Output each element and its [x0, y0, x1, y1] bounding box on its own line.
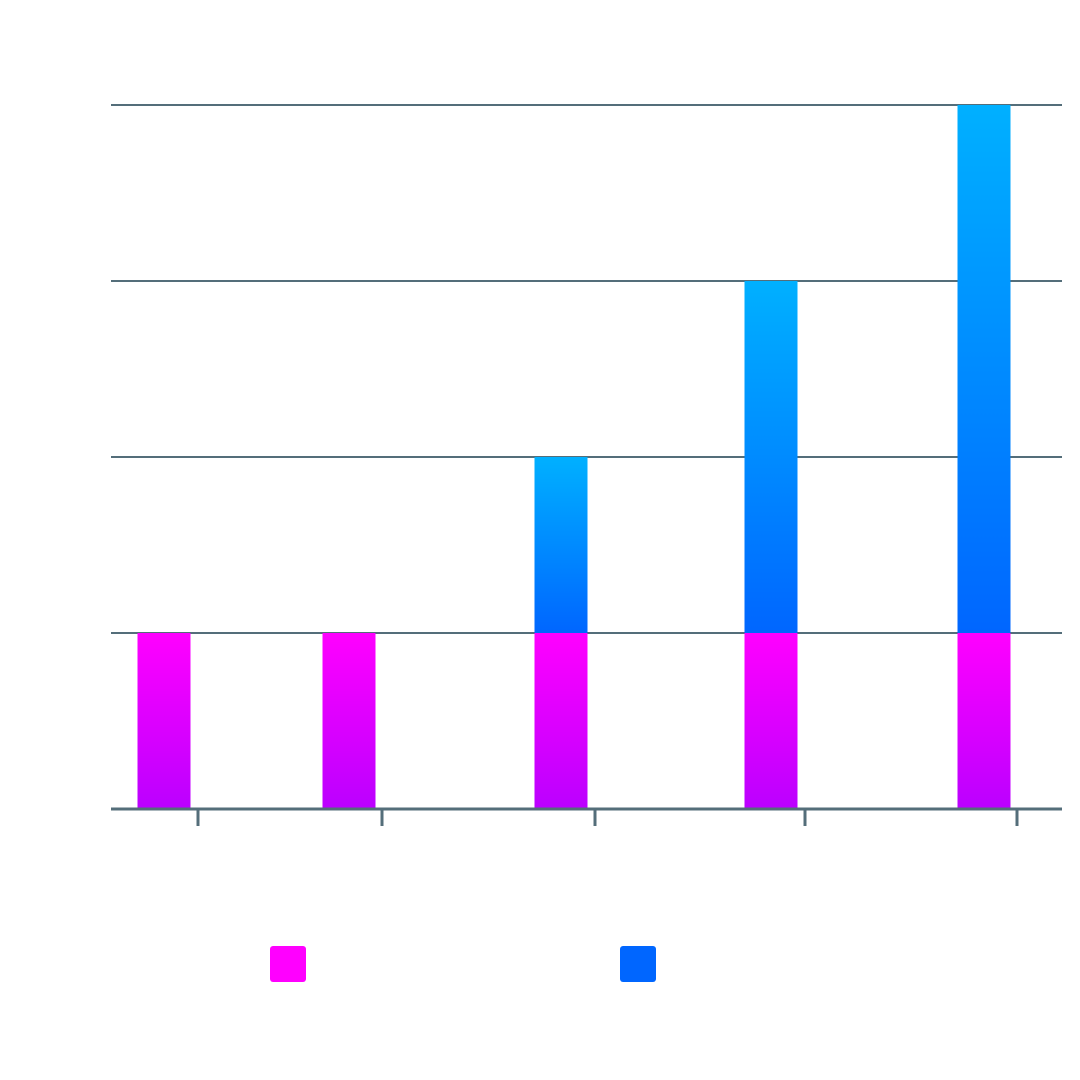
legend-marker-series-2[interactable] — [620, 946, 656, 982]
bar-series-1-category-1[interactable] — [137, 633, 191, 809]
x-axis — [111, 807, 1062, 826]
bar-series-2-category-3[interactable] — [534, 457, 588, 633]
legend — [270, 946, 656, 982]
bar-series-2-category-5[interactable] — [957, 105, 1011, 633]
legend-marker-series-1[interactable] — [270, 946, 306, 982]
bar-series-1-category-5[interactable] — [957, 633, 1011, 809]
bar-series-2-category-4[interactable] — [744, 281, 798, 633]
bar-series-1-category-3[interactable] — [534, 633, 588, 809]
bar-series-1-category-2[interactable] — [322, 633, 376, 809]
bar-series-1-category-4[interactable] — [744, 633, 798, 809]
bars — [137, 105, 1011, 809]
